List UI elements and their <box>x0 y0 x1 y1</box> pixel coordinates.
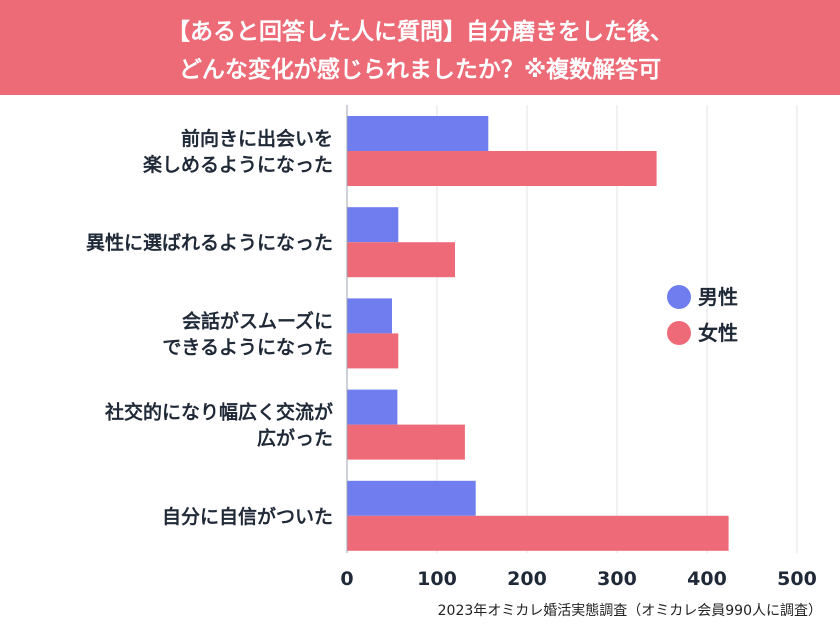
category-label: 会話がスムーズに <box>182 309 333 332</box>
category-label: 自分に自信がついた <box>162 505 333 528</box>
x-tick-label: 200 <box>507 568 547 590</box>
bar-chart: 前向きに出会いを楽しめるようになった異性に選ばれるようになった会話がスムーズにで… <box>86 105 817 590</box>
x-tick-label: 100 <box>417 568 457 590</box>
category-label: 前向きに出会いを <box>181 127 333 150</box>
category-label: 広がった <box>257 427 333 450</box>
bar-female-1 <box>347 151 657 186</box>
bar-male-2 <box>347 207 399 243</box>
category-label: できるようになった <box>162 336 333 358</box>
chart-title-line-2: どんな変化が感じられましたか？※複数解答可 <box>178 57 662 83</box>
bar-male-4 <box>347 389 398 425</box>
source-note: 2023年オミカレ婚活実態調査（オミカレ会員990人に調査） <box>437 603 822 619</box>
bar-male-3 <box>347 298 392 334</box>
x-tick-label: 300 <box>597 568 637 590</box>
title-banner: 【あると回答した人に質問】自分磨きをした後、 どんな変化が感じられましたか？※複… <box>0 0 840 95</box>
bar-female-2 <box>347 242 455 278</box>
legend-marker <box>667 321 691 345</box>
legend-label: 女性 <box>698 321 738 345</box>
legend-label: 男性 <box>698 285 738 309</box>
bar-female-5 <box>347 515 729 551</box>
bar-female-3 <box>347 333 399 369</box>
bar-male-5 <box>347 480 476 516</box>
x-tick-label: 400 <box>687 568 727 590</box>
category-label: 楽しめるようになった <box>143 153 333 176</box>
x-tick-label: 500 <box>777 568 817 590</box>
x-tick-label: 0 <box>340 568 353 590</box>
category-label: 異性に選ばれるようになった <box>86 231 333 254</box>
bar-male-1 <box>347 116 489 151</box>
chart-title-line-1: 【あると回答した人に質問】自分磨きをした後、 <box>167 19 673 45</box>
category-label: 社交的になり幅広く交流が <box>104 401 333 424</box>
legend-marker <box>667 285 691 309</box>
bar-female-4 <box>347 424 465 460</box>
